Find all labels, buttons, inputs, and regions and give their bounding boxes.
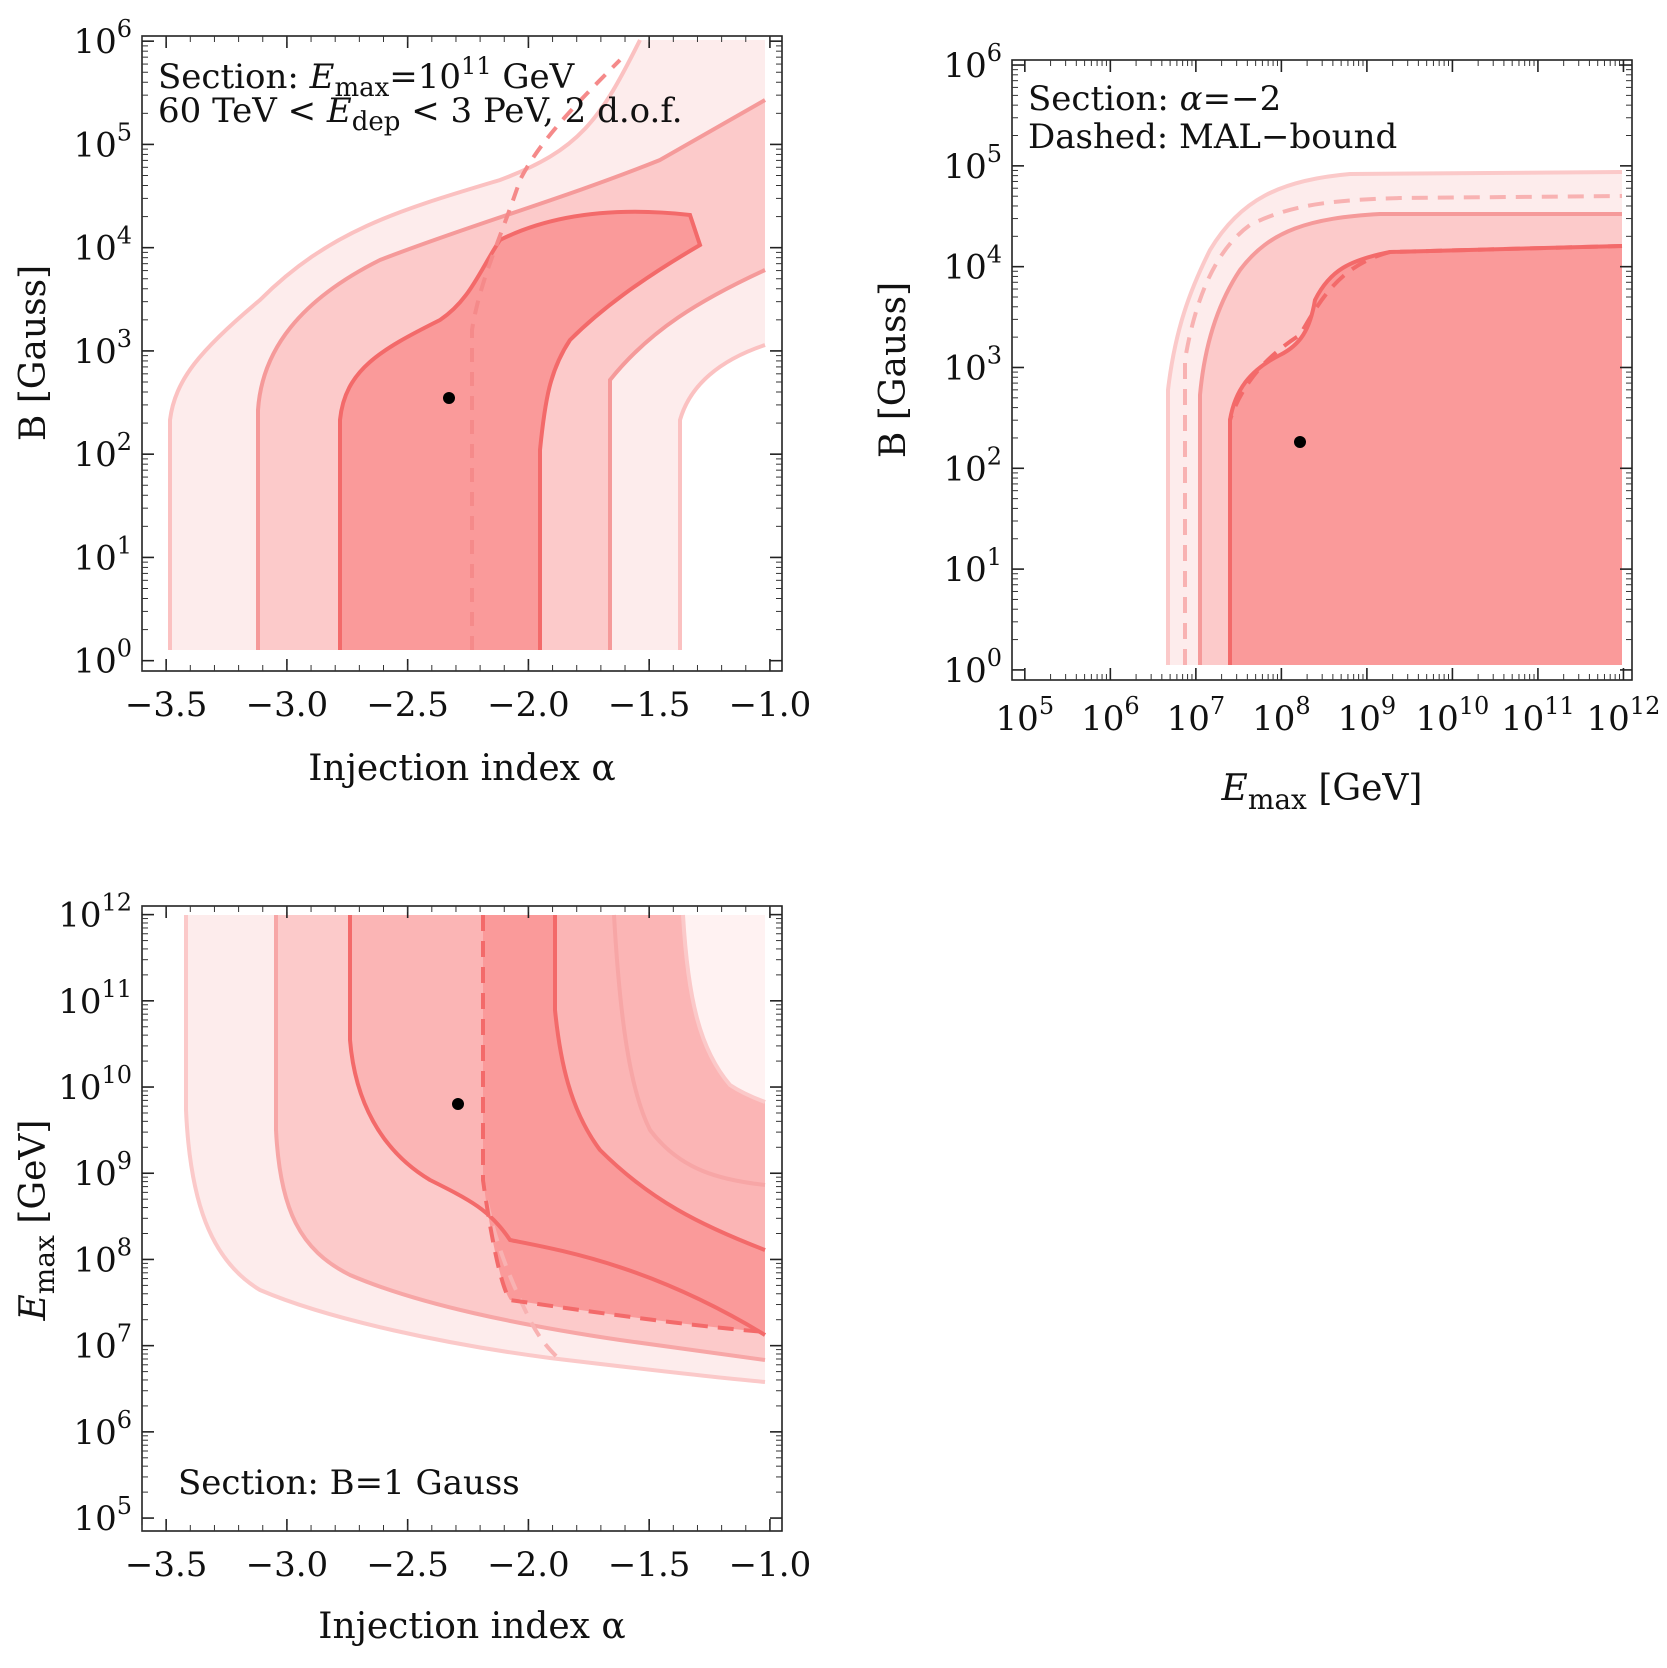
x-tick-label: −3.0 xyxy=(246,1545,329,1585)
contour-line-1sigma xyxy=(1228,244,1623,665)
region-right-white xyxy=(680,345,765,650)
contour-line-2sigma xyxy=(256,98,766,650)
best-fit-point xyxy=(1294,436,1306,448)
region-1sigma xyxy=(340,211,700,650)
panel-2-xlabel: Emax [GeV] xyxy=(1221,768,1423,816)
y-tick-label: 100 xyxy=(73,635,132,682)
panel-2-ticks xyxy=(1012,60,1632,680)
y-tick-label: 103 xyxy=(943,341,1002,388)
x-tick-label: −1.0 xyxy=(729,1545,812,1585)
contour-line-2sigma xyxy=(274,915,766,1362)
panel-1-ticks xyxy=(141,36,782,671)
panel-1-contour-lines xyxy=(168,39,766,650)
panel-1-xlabel: Injection index α xyxy=(308,748,615,789)
x-tick-label: −2.0 xyxy=(487,685,570,725)
best-fit-point xyxy=(443,392,455,404)
contour-line-1sigma xyxy=(348,915,767,1337)
panel-1-annotation-2: 60 TeV < Edep < 3 PeV, 2 d.o.f. xyxy=(158,91,683,137)
y-tick-label: 106 xyxy=(73,15,132,62)
panel-3-xlabel: Injection index α xyxy=(318,1606,625,1647)
panel-3-ylabel: Emax [GeV] xyxy=(13,1120,61,1322)
panel-1-fills xyxy=(170,40,765,650)
region-right-3sigma xyxy=(610,270,765,650)
contour-line-3sigma-right xyxy=(678,343,766,650)
panel-3-annotation-1: Section: B=1 Gauss xyxy=(178,1463,520,1503)
contour-line-3sigma-right xyxy=(681,914,766,1104)
y-tick-label: 106 xyxy=(73,1406,132,1453)
y-tick-label: 101 xyxy=(73,531,132,578)
y-tick-label: 106 xyxy=(943,39,1002,86)
contour-line-3sigma xyxy=(184,915,766,1384)
region-1sigma xyxy=(1230,246,1622,665)
x-tick-label: 109 xyxy=(1338,692,1397,739)
contour-line-1sigma xyxy=(338,209,703,650)
x-tick-label: −3.0 xyxy=(246,685,329,725)
mal-bound-line-core xyxy=(481,915,766,1334)
y-tick-label: 108 xyxy=(73,1233,132,1280)
x-tick-label: −3.5 xyxy=(125,1545,208,1585)
y-tick-label: 109 xyxy=(73,1147,132,1194)
x-tick-label: 1010 xyxy=(1416,692,1490,739)
y-tick-label: 103 xyxy=(73,325,132,372)
panel-1-annotation-1: Section: Emax=1011 GeV xyxy=(158,52,576,103)
contour-line-2sigma xyxy=(1198,212,1622,665)
panel-alpha-vs-Emax: −3.5 −3.0 −2.5 −2.0 −1.5 −1.0 105 106 107 108 109… xyxy=(13,889,811,1647)
contour-line-3sigma xyxy=(168,39,642,650)
x-tick-label: 106 xyxy=(1081,692,1140,739)
x-tick-label: 1012 xyxy=(1587,692,1661,739)
panel-Emax-vs-B: 105 106 107 108 109 1010 1011 1012 100 101 102 103… xyxy=(873,39,1660,816)
panel-3-ticks xyxy=(141,906,782,1531)
panel-1-ytick-labels: 100 101 102 103 104 105 106 xyxy=(73,15,132,682)
mal-bound-line xyxy=(1183,194,1623,665)
x-tick-label: −2.5 xyxy=(366,685,449,725)
mal-bound-line-inner xyxy=(1228,244,1623,665)
panel-3-xtick-labels: −3.5 −3.0 −2.5 −2.0 −1.5 −1.0 xyxy=(125,1545,811,1585)
panel-3-ytick-labels: 105 106 107 108 109 1010 1011 1012 xyxy=(58,889,132,1539)
panel-2-ytick-labels: 100 101 102 103 104 105 106 xyxy=(943,39,1002,691)
y-tick-label: 102 xyxy=(943,442,1002,489)
y-tick-label: 105 xyxy=(73,118,132,165)
y-tick-label: 104 xyxy=(73,222,132,269)
panel-2-annotation-2: Dashed: MAL−bound xyxy=(1028,117,1397,157)
contour-line-3sigma xyxy=(1166,170,1623,665)
region-right-white xyxy=(683,915,765,1102)
panel-2-ylabel: B [Gauss] xyxy=(873,282,914,458)
y-tick-label: 105 xyxy=(73,1492,132,1539)
x-tick-label: 1011 xyxy=(1501,692,1575,739)
y-tick-label: 1010 xyxy=(58,1061,132,1108)
panel-2-fills xyxy=(1168,172,1622,665)
x-tick-label: 107 xyxy=(1167,692,1226,739)
x-tick-label: −2.5 xyxy=(366,1545,449,1585)
contour-line-2sigma-right xyxy=(608,268,766,650)
panel-2-xtick-labels: 105 106 107 108 109 1010 1011 1012 xyxy=(996,692,1661,739)
x-tick-label: −1.5 xyxy=(608,1545,691,1585)
panel-1-ylabel: B [Gauss] xyxy=(13,265,54,441)
y-tick-label: 107 xyxy=(73,1320,132,1367)
panel-alpha-vs-B: −3.5 −3.0 −2.5 −2.0 −1.5 −1.0 100 101 102 103 104… xyxy=(13,15,811,789)
y-tick-label: 101 xyxy=(943,543,1002,590)
best-fit-point xyxy=(452,1098,464,1110)
y-tick-label: 105 xyxy=(943,140,1002,187)
x-tick-label: −1.0 xyxy=(729,685,812,725)
x-tick-label: 108 xyxy=(1252,692,1311,739)
y-tick-label: 104 xyxy=(943,241,1002,288)
y-tick-label: 1012 xyxy=(58,889,132,936)
y-tick-label: 1011 xyxy=(58,975,132,1022)
mal-bound-line xyxy=(470,58,622,650)
contour-line-2sigma-right xyxy=(612,914,766,1187)
x-tick-label: −3.5 xyxy=(125,685,208,725)
panel-3-contour-lines xyxy=(184,914,767,1384)
x-tick-label: −2.0 xyxy=(487,1545,570,1585)
contour-line-1sigma-right xyxy=(553,915,766,1252)
region-1sigma-core xyxy=(483,915,765,1332)
panel-1-xtick-labels: −3.5 −3.0 −2.5 −2.0 −1.5 −1.0 xyxy=(125,685,811,725)
panel-1-frame xyxy=(141,35,783,672)
panel-2-annotation-1: Section: α=−2 xyxy=(1028,79,1281,119)
x-tick-label: 105 xyxy=(996,692,1055,739)
y-tick-label: 102 xyxy=(73,428,132,475)
y-tick-label: 100 xyxy=(943,644,1002,691)
panel-2-contour-lines xyxy=(1166,170,1623,665)
x-tick-label: −1.5 xyxy=(608,685,691,725)
